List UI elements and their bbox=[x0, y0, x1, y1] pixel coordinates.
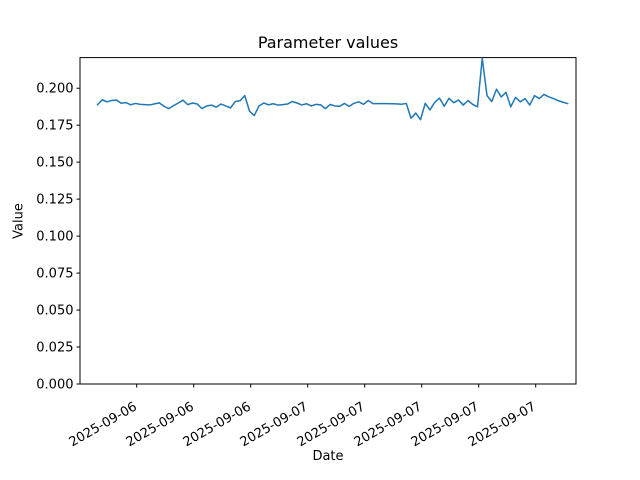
axes-spines bbox=[79, 57, 577, 385]
y-axis-ticks: 0.000 0.025 0.050 0.075 0.100 0.125 0.150 0.175… bbox=[36, 82, 80, 393]
y-tick-label: 0.075 bbox=[36, 267, 73, 282]
y-tick-label: 0.100 bbox=[36, 230, 73, 245]
y-tick-label: 0.050 bbox=[36, 304, 73, 319]
y-axis-label: Value bbox=[11, 203, 27, 239]
y-tick-label: 0.150 bbox=[36, 156, 73, 171]
chart-title: Parameter values bbox=[257, 33, 399, 52]
y-tick-label: 0.025 bbox=[36, 341, 73, 356]
y-tick-label: 0.125 bbox=[36, 193, 73, 208]
y-tick-label: 0.200 bbox=[36, 82, 73, 97]
x-axis-ticks: 2025-09-062025-09-062025-09-062025-09-07… bbox=[67, 384, 539, 450]
y-tick-label: 0.175 bbox=[36, 119, 73, 134]
line-series bbox=[96, 57, 569, 121]
x-axis-label: Date bbox=[312, 449, 344, 464]
y-tick-label: 0.000 bbox=[36, 378, 73, 393]
